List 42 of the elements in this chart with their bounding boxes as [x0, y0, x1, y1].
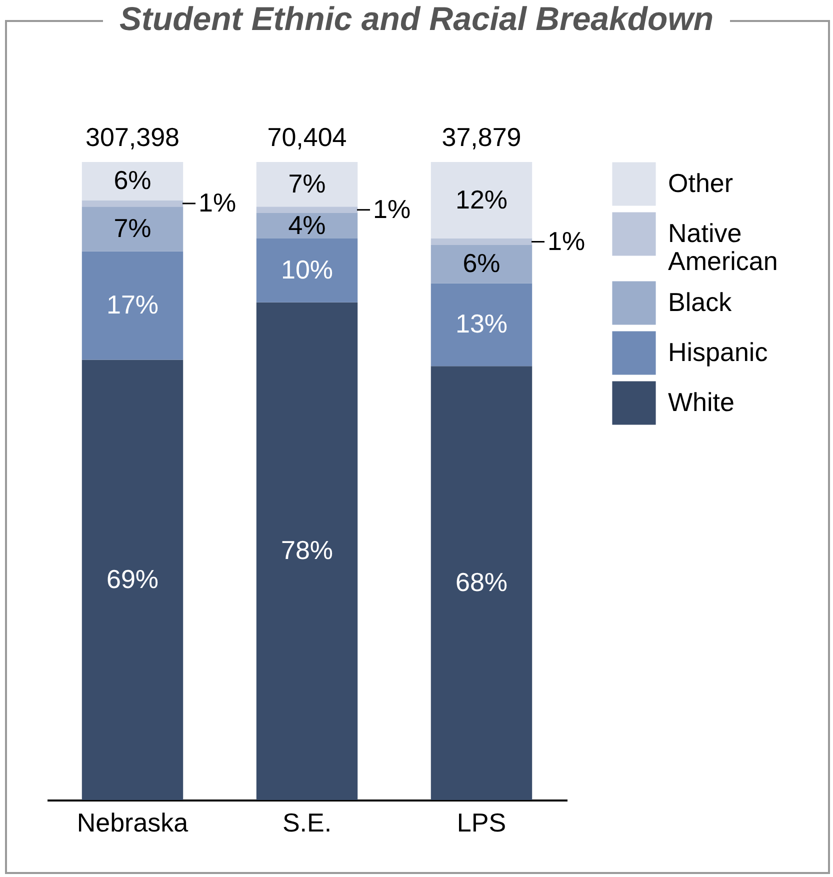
- x-tick-label: Nebraska: [76, 808, 189, 838]
- bar: [82, 251, 184, 360]
- bar: [82, 360, 184, 800]
- bar: [256, 162, 358, 207]
- data-label: 7%: [288, 168, 326, 198]
- data-label: 6%: [462, 248, 500, 278]
- data-label: 6%: [114, 165, 152, 196]
- annotation: 307,398: [86, 122, 180, 152]
- bar: [430, 283, 532, 366]
- bar: [430, 244, 532, 284]
- bar: [82, 162, 184, 200]
- data-label: 1%: [373, 194, 411, 224]
- data-label: 1%: [198, 187, 236, 218]
- bar: [430, 366, 532, 800]
- bar: [256, 302, 358, 800]
- data-label: 10%: [280, 254, 334, 284]
- bar: [256, 238, 358, 302]
- data-label: 69%: [106, 564, 159, 594]
- bar: [82, 206, 184, 252]
- bar: [256, 206, 358, 214]
- data-label: 17%: [106, 290, 159, 320]
- data-label: 12%: [455, 184, 508, 214]
- annotation: 70,404: [267, 122, 347, 152]
- data-label: 7%: [114, 212, 152, 243]
- x-tick-label: LPS: [456, 808, 506, 838]
- bar: [430, 162, 532, 239]
- annotation: 37,879: [442, 122, 522, 152]
- chart-title: Student Ethnic and Racial Breakdown: [103, 0, 730, 37]
- bar: [430, 238, 532, 245]
- legend-label: Native American: [668, 218, 778, 276]
- data-label: 1%: [547, 226, 586, 256]
- legend-label: Hispanic: [668, 337, 768, 367]
- data-label: 13%: [455, 308, 508, 339]
- legend-label: Black: [668, 287, 733, 317]
- data-label: 4%: [288, 210, 326, 240]
- bar: [82, 200, 184, 207]
- data-label: 78%: [280, 535, 334, 566]
- data-label: 68%: [455, 567, 508, 598]
- bar: [256, 213, 358, 239]
- x-tick-label: S.E.: [282, 808, 332, 838]
- legend-label: White: [668, 387, 734, 417]
- legend-label: Other: [668, 168, 734, 198]
